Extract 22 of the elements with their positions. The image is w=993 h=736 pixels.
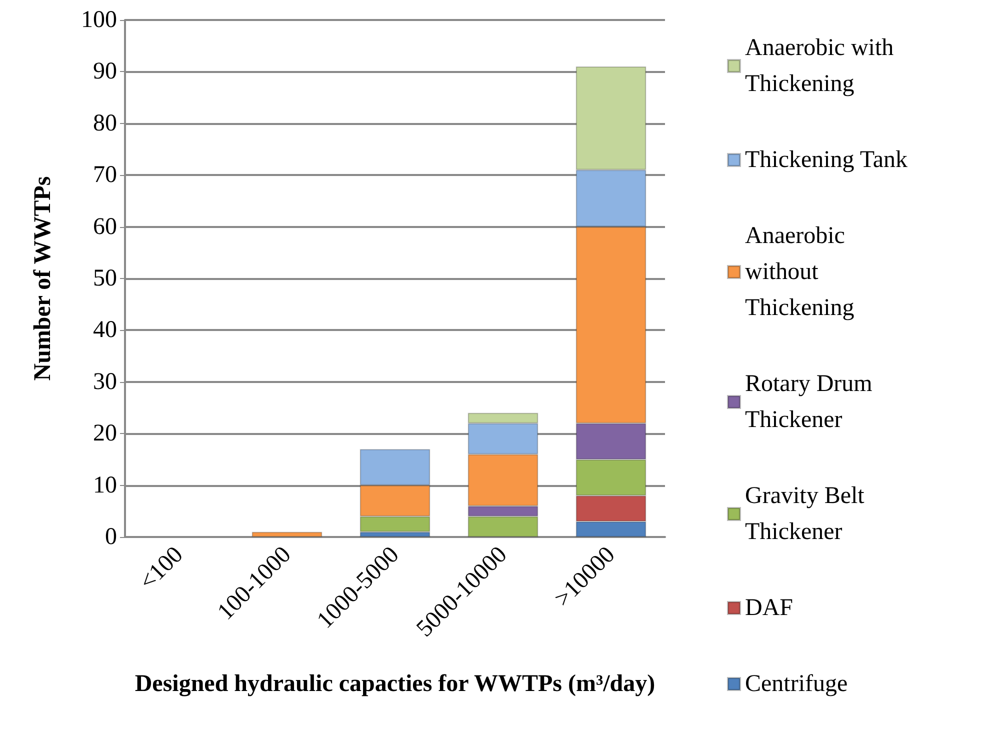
y-tick-label: 70 — [93, 162, 117, 188]
y-tick-label: 20 — [93, 420, 117, 447]
legend-label: Anaerobic with Thickening — [745, 35, 900, 97]
x-tick-label: <100 — [134, 542, 188, 596]
y-tick-label: 30 — [93, 368, 117, 395]
y-tick-label: 10 — [93, 472, 117, 498]
bar — [252, 532, 322, 537]
x-axis-title: Designed hydraulic capacties for WWTPs (m³/day) — [134, 671, 656, 697]
y-tick-label: 80 — [93, 110, 117, 136]
y-tick-label: 60 — [93, 214, 117, 240]
legend-label: Gravity Belt Thickener — [745, 483, 870, 545]
y-tick-label: 0 — [105, 524, 117, 550]
legend-label: Anaerobic without Thickening — [745, 223, 854, 321]
legend-label: Thickening Tank — [745, 147, 908, 173]
legend-label: Rotary Drum Thickener — [745, 371, 878, 433]
legend-label: DAF — [745, 595, 794, 621]
y-tick-label: 90 — [93, 58, 117, 85]
y-tick-label: 50 — [93, 266, 117, 292]
y-axis-title: Number of WWTPs — [30, 176, 56, 381]
y-tick-label: 40 — [93, 317, 117, 344]
legend-label: Centrifuge — [745, 671, 848, 697]
y-tick-label: 100 — [81, 7, 117, 33]
